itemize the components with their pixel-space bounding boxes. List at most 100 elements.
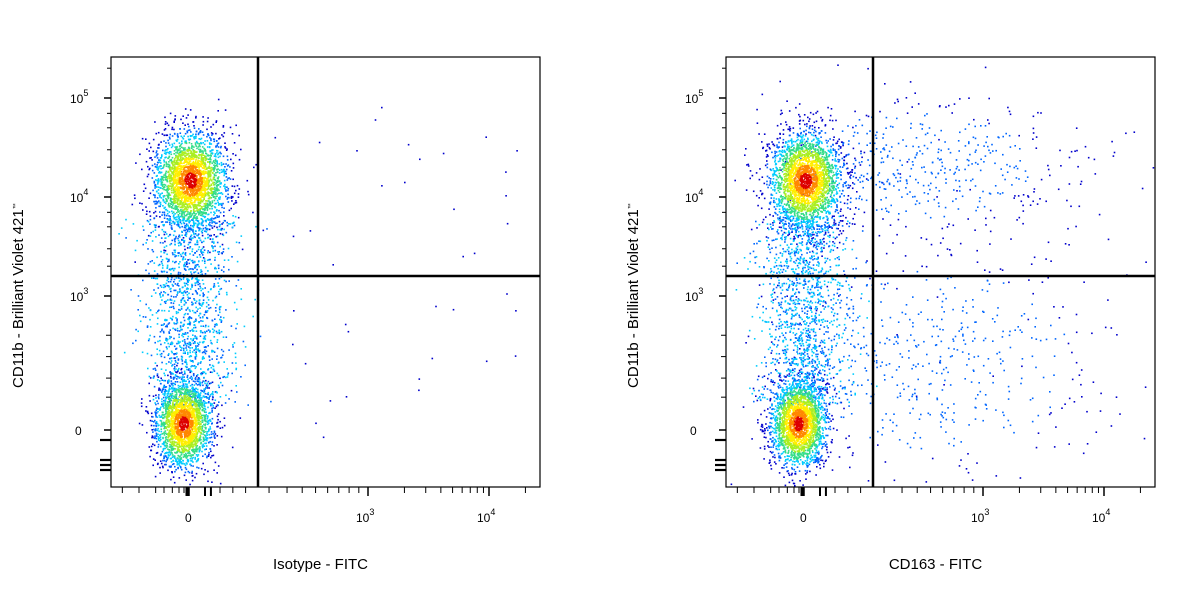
event-dot (200, 142, 203, 145)
event-dot (418, 389, 420, 392)
event-dot (171, 351, 173, 354)
event-dot (210, 211, 212, 214)
event-dot (208, 194, 210, 197)
event-dot (201, 247, 204, 250)
event-dot (216, 372, 219, 375)
event-dot (195, 392, 197, 394)
event-dot (195, 330, 198, 332)
event-dot (160, 255, 162, 258)
event-dot (185, 288, 188, 290)
event-dot (191, 286, 193, 288)
event-dot (137, 309, 139, 311)
event-dot (142, 190, 145, 192)
event-dot (216, 184, 218, 187)
event-dot (190, 131, 192, 133)
event-dot (192, 152, 194, 154)
event-dot (213, 469, 215, 471)
event-dot (155, 312, 158, 314)
event-dot (165, 153, 167, 155)
event-dot (228, 280, 230, 282)
event-dot (183, 463, 186, 465)
event-dot (185, 309, 187, 311)
event-dot (153, 424, 155, 427)
event-dot (186, 363, 188, 366)
event-dot (227, 372, 230, 374)
event-dot (198, 403, 200, 405)
event-dot (171, 161, 174, 164)
event-dot (170, 191, 173, 194)
event-dot (206, 259, 209, 261)
event-dot (170, 198, 173, 200)
event-dot (170, 273, 172, 275)
event-dot (209, 238, 212, 240)
event-dot (207, 391, 210, 394)
event-dot (162, 411, 164, 414)
event-dot (172, 168, 175, 170)
event-dot (166, 279, 168, 282)
event-dot (200, 399, 202, 401)
event-dot (183, 333, 185, 335)
event-dot (214, 391, 217, 393)
event-dot (136, 239, 138, 242)
event-dot (201, 425, 204, 427)
event-dot (187, 390, 189, 393)
event-dot (194, 207, 196, 209)
event-dot (226, 165, 229, 167)
event-dot (210, 189, 212, 192)
event-dot (196, 292, 198, 294)
event-dot (164, 386, 166, 389)
event-dot (180, 301, 182, 303)
event-dot (166, 429, 169, 431)
event-dot (166, 210, 169, 212)
event-dot (210, 166, 212, 169)
event-dot (165, 455, 167, 457)
event-dot (189, 446, 192, 449)
event-dot (201, 259, 204, 262)
event-dot (156, 422, 159, 425)
event-dot (216, 241, 219, 244)
event-dot (211, 201, 214, 204)
event-dot (166, 457, 169, 460)
event-dot (217, 267, 220, 270)
event-dot (214, 164, 217, 167)
event-dot (159, 380, 161, 382)
event-dot (172, 184, 174, 187)
event-dot (204, 184, 206, 187)
event-dot (206, 172, 209, 174)
event-dot (195, 422, 197, 425)
event-dot (215, 405, 218, 408)
event-dot (156, 323, 159, 325)
event-dot (205, 310, 207, 312)
event-dot (190, 143, 193, 145)
event-dot (193, 439, 196, 442)
event-dot (184, 198, 186, 200)
event-dot (211, 407, 213, 410)
event-dot (167, 165, 169, 168)
event-dot (232, 167, 235, 169)
event-dot (157, 192, 160, 195)
event-dot (184, 210, 187, 213)
event-dot (159, 201, 162, 204)
event-dot (174, 470, 176, 473)
event-dot (161, 192, 163, 194)
event-dot (210, 132, 213, 134)
event-dot (193, 408, 195, 410)
event-dot (202, 414, 204, 417)
event-dot (197, 447, 199, 450)
event-dot (205, 219, 207, 221)
event-dot (205, 231, 208, 233)
event-dot (207, 167, 209, 169)
event-dot (209, 426, 211, 428)
event-dot (218, 152, 220, 155)
event-dot (212, 184, 215, 186)
event-dot (163, 427, 165, 430)
event-dot (224, 402, 227, 404)
event-dot (150, 445, 153, 448)
event-dot (162, 350, 165, 353)
event-dot (173, 353, 175, 355)
event-dot (186, 131, 189, 134)
event-dot (171, 239, 173, 242)
event-dot (176, 356, 178, 358)
event-dot (235, 285, 238, 287)
event-dot (170, 380, 173, 382)
